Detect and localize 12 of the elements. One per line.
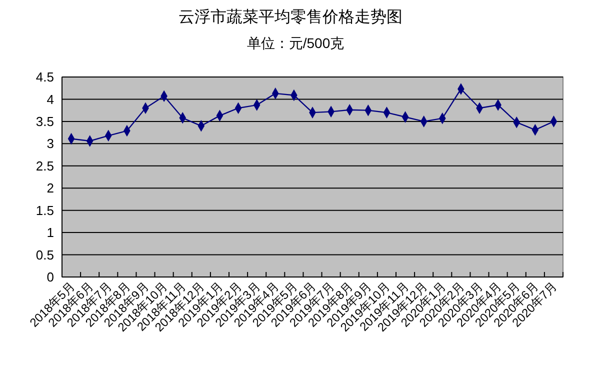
y-tick-label: 1.5	[36, 202, 54, 218]
y-tick-label: 4	[46, 92, 54, 107]
y-tick-label: 2	[46, 180, 54, 196]
y-tick-label: 3.5	[36, 114, 54, 129]
y-tick-label: 0.5	[36, 247, 54, 262]
chart-subtitle: 单位：元/500克	[246, 35, 344, 51]
y-tick-label: 3	[46, 136, 54, 152]
y-tick-label: 0	[46, 270, 54, 285]
y-tick-label: 1	[46, 225, 54, 240]
y-tick-label: 2.5	[36, 158, 54, 174]
y-tick-label: 4.5	[36, 70, 54, 85]
chart-title: 云浮市蔬菜平均零售价格走势图	[178, 8, 402, 26]
